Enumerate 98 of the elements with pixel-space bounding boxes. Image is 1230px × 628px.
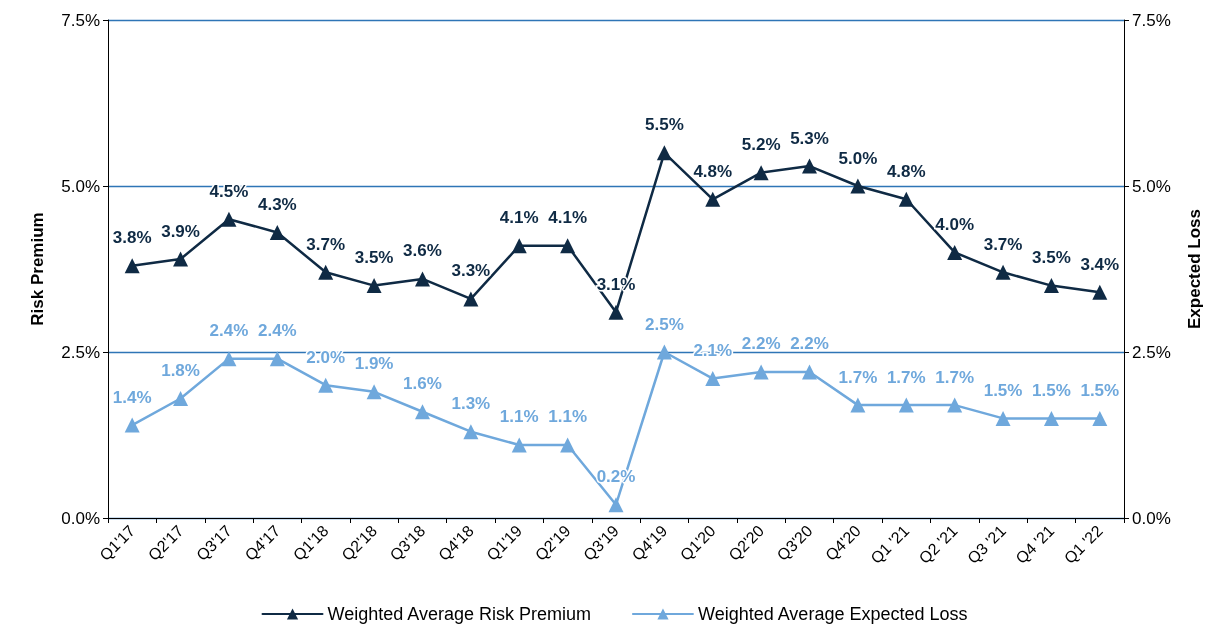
point [366,384,382,400]
data-label: 4.5% [209,181,249,201]
legend-label: Weighted Average Risk Premium [327,604,591,624]
data-label: 1.6% [403,374,442,394]
y2-tick-label: 0.0% [1132,508,1171,528]
point [705,191,721,207]
point [269,351,285,367]
point [947,397,963,413]
point [318,377,334,393]
point [366,278,382,294]
point [463,424,479,440]
point [173,390,189,406]
data-label: 2.2% [741,334,781,354]
data-label: 4.0% [935,214,975,234]
y2-tick-label: 7.5% [1132,10,1171,30]
data-label: 3.4% [1080,254,1120,274]
data-label: 5.0% [838,148,878,168]
y-tick-label: 2.5% [61,342,100,362]
point [753,165,769,181]
point [802,364,818,380]
data-label: 4.8% [886,161,926,181]
point [1092,284,1108,300]
data-label: 3.7% [983,234,1023,254]
data-label: 1.8% [161,360,200,380]
data-label: 5.3% [790,128,829,148]
point [705,371,721,387]
point [1092,410,1108,426]
point [898,191,914,207]
data-label: 3.5% [354,248,394,268]
data-label: 2.5% [645,314,684,334]
data-label: 2.4% [257,321,297,341]
point [124,258,140,274]
data-label: 1.1% [548,407,587,427]
legend-label: Weighted Average Expected Loss [697,604,968,624]
point [318,264,334,280]
point [124,417,140,433]
data-label: 1.9% [354,354,394,374]
data-label: 4.1% [499,208,539,228]
x-tick-label: Q2 '21 [915,521,961,567]
point [995,264,1011,280]
data-label: 2.2% [790,334,829,354]
point [608,304,624,320]
data-label: 3.8% [112,228,152,248]
point [173,251,189,267]
data-label: 3.7% [306,234,346,254]
data-label: 2.4% [209,321,249,341]
data-label: 3.5% [1032,248,1071,268]
y-tick-label: 7.5% [61,10,100,30]
point [995,410,1011,426]
y-tick-label: 0.0% [61,508,100,528]
data-label: 3.3% [451,261,491,281]
y2-tick-label: 5.0% [1132,176,1171,196]
point [656,145,672,161]
data-label: 1.5% [1080,380,1120,400]
y-axis-title: Risk Premium [28,212,47,326]
y2-axis-title: Expected Loss [1185,209,1204,329]
point [511,238,527,254]
point [898,397,914,413]
data-label: 1.7% [886,367,926,387]
data-label: 1.4% [112,387,152,407]
data-label: 1.7% [838,367,878,387]
point [1043,278,1059,294]
point [656,344,672,360]
point [463,291,479,307]
data-label: 4.8% [693,161,733,181]
x-tick-label: Q3 '21 [964,521,1010,567]
point [850,397,866,413]
data-label: 2.0% [306,347,346,367]
point [753,364,769,380]
data-label: 5.5% [645,115,684,135]
point [511,437,527,453]
data-label: 1.5% [1032,380,1071,400]
data-label: 4.1% [548,208,587,228]
point [560,437,576,453]
data-label: 5.2% [741,135,781,155]
y-tick-label: 5.0% [61,176,100,196]
y2-tick-label: 2.5% [1132,342,1171,362]
point [947,244,963,260]
x-tick-label: Q1 '21 [867,521,913,567]
data-label: 1.3% [451,394,491,414]
point [850,178,866,194]
x-tick-label: Q4 '21 [1012,521,1058,567]
x-tick-label: Q1 '22 [1060,521,1106,567]
data-label: 3.9% [161,221,200,241]
data-label: 4.3% [257,194,297,214]
point [414,404,430,420]
point [414,271,430,287]
point [560,238,576,254]
point [1043,410,1059,426]
data-label: 3.6% [403,241,442,261]
point [221,211,237,227]
point [269,224,285,240]
data-label: 1.7% [935,367,975,387]
point [608,497,624,513]
data-label: 1.5% [983,380,1023,400]
data-label: 1.1% [499,407,539,427]
point [802,158,818,174]
point [221,351,237,367]
